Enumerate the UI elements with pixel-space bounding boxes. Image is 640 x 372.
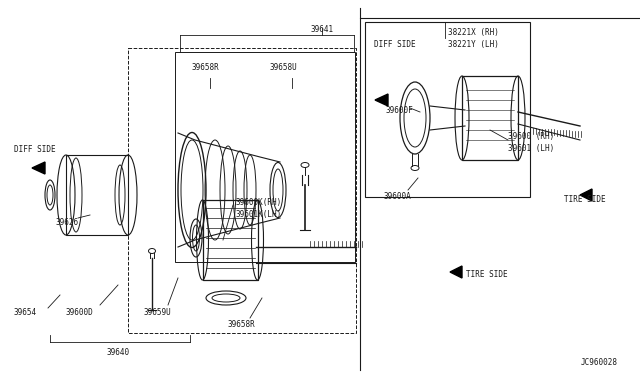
Text: 39600A: 39600A [384,192,412,201]
Text: 39600F: 39600F [385,106,413,115]
Text: 39600D: 39600D [65,308,93,317]
Text: DIFF SIDE: DIFF SIDE [14,145,56,154]
Bar [202,200,257,280]
Text: 38221Y (LH): 38221Y (LH) [448,40,499,49]
Text: 39626: 39626 [55,218,78,227]
Text: 39601 (LH): 39601 (LH) [508,144,554,153]
Bar [175,52,355,262]
Text: 39641: 39641 [310,25,333,34]
Bar [66,155,128,235]
Text: 39658U: 39658U [270,63,298,72]
Text: TIRE SIDE: TIRE SIDE [466,270,508,279]
Polygon shape [580,189,592,201]
Text: 39601K(LH): 39601K(LH) [235,210,281,219]
Bar [462,76,518,160]
Text: DIFF SIDE: DIFF SIDE [374,40,415,49]
Text: 39658R: 39658R [192,63,220,72]
Polygon shape [32,162,45,174]
Bar [128,48,356,333]
Bar [365,22,530,197]
Text: 39600 (RH): 39600 (RH) [508,132,554,141]
Polygon shape [450,266,462,278]
Polygon shape [375,94,388,106]
Text: TIRE SIDE: TIRE SIDE [564,195,605,204]
Text: 39654: 39654 [14,308,37,317]
Text: 38221X (RH): 38221X (RH) [448,28,499,37]
Text: 39640: 39640 [106,348,129,357]
Text: JC960028: JC960028 [581,358,618,367]
Text: 39658R: 39658R [228,320,256,329]
Text: 39659U: 39659U [143,308,171,317]
Text: 39600K(RH): 39600K(RH) [235,198,281,207]
